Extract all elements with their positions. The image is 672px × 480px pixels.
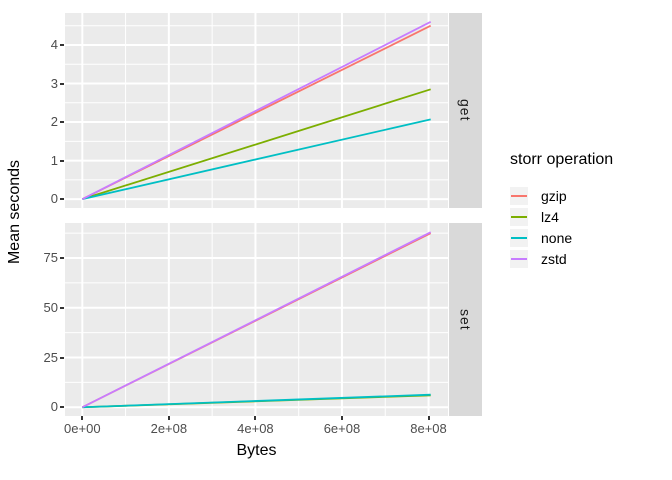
- x-tick-mark: [167, 416, 170, 420]
- y-tick-mark: [60, 406, 64, 409]
- legend-items: gzip lz4 none zstd: [510, 185, 613, 269]
- x-tick-label: 0e+00: [64, 421, 101, 436]
- y-tick-label: 75: [43, 250, 58, 266]
- facet-strip-label: set: [457, 308, 474, 331]
- x-tick-mark: [427, 416, 430, 420]
- x-tick-mark: [81, 416, 84, 420]
- y-tick-mark: [60, 306, 64, 309]
- facet-strip-label: get: [457, 99, 474, 122]
- legend-item-label: none: [541, 229, 573, 246]
- legend-swatch-line: [511, 194, 527, 197]
- y-tick-mark: [60, 257, 64, 260]
- legend-item-label: gzip: [541, 187, 567, 204]
- legend-key-lz4: [510, 207, 528, 226]
- y-tick-label: 4: [50, 36, 58, 52]
- y-tick-label: 50: [43, 299, 58, 315]
- legend-key-zstd: [510, 249, 528, 268]
- y-tick-mark: [60, 43, 64, 46]
- legend-item-label: zstd: [541, 250, 567, 267]
- series-line-lz4: [82, 88, 431, 200]
- legend-item-gzip: gzip: [510, 185, 613, 206]
- legend-swatch-line: [511, 236, 527, 239]
- series-line-zstd: [81, 231, 432, 409]
- panel-set: [65, 223, 448, 416]
- y-tick-mark: [60, 159, 64, 162]
- legend-key-none: [510, 228, 528, 247]
- y-tick-mark: [60, 356, 64, 359]
- panel-get: [65, 13, 448, 208]
- facet-strip-set: set: [449, 223, 482, 416]
- x-tick-mark: [340, 416, 343, 420]
- x-tick-label: 8e+08: [410, 421, 447, 436]
- legend-item-label: lz4: [541, 208, 559, 225]
- x-tick-mark: [254, 416, 257, 420]
- legend-item-none: none: [510, 227, 613, 248]
- x-tick-label: 2e+08: [150, 421, 188, 436]
- legend-item-zstd: zstd: [510, 248, 613, 269]
- series-line-none: [82, 393, 431, 409]
- y-tick-mark: [60, 198, 64, 201]
- series-line-zstd: [81, 21, 432, 200]
- legend-item-lz4: lz4: [510, 206, 613, 227]
- y-tick-label: 2: [50, 114, 58, 130]
- facet-strip-get: get: [449, 13, 482, 208]
- y-tick-label: 0: [50, 399, 58, 415]
- series-line-none: [82, 118, 431, 201]
- y-tick-mark: [60, 82, 64, 85]
- y-tick-label: 0: [50, 191, 58, 207]
- x-tick-label: 4e+08: [237, 421, 274, 436]
- y-tick-label: 25: [43, 349, 58, 365]
- x-axis-title: Bytes: [236, 442, 277, 459]
- y-tick-label: 1: [50, 152, 58, 168]
- legend-swatch-line: [511, 257, 527, 260]
- y-tick-label: 3: [50, 75, 58, 91]
- y-axis-title: Mean seconds: [6, 159, 23, 265]
- legend-key-gzip: [510, 186, 528, 205]
- legend-title: storr operation: [510, 151, 614, 168]
- y-tick-mark: [60, 121, 64, 124]
- legend: storr operation gzip lz4 none zstd: [510, 151, 613, 269]
- x-tick-label: 6e+08: [323, 421, 361, 436]
- legend-swatch-line: [511, 215, 527, 218]
